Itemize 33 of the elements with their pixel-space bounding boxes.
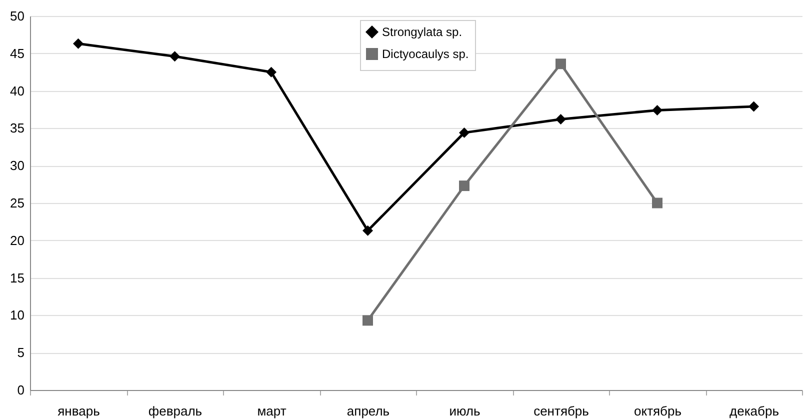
point — [73, 38, 84, 49]
point — [459, 127, 470, 138]
x-tick-label: март — [257, 404, 286, 418]
point — [556, 114, 566, 124]
x-tick-label: апрель — [346, 404, 390, 418]
y-tick-label: 40 — [10, 83, 24, 98]
y-tick-label: 25 — [10, 196, 24, 210]
point — [459, 180, 470, 192]
y-tick-label: 50 — [10, 8, 24, 24]
y-tick-label: 10 — [10, 308, 24, 323]
x-tick-label: октябрь — [634, 404, 682, 418]
y-tick-label: 20 — [10, 232, 24, 248]
point — [170, 51, 180, 62]
point — [556, 58, 566, 70]
legend-label: Dictyocaulys sp. — [382, 47, 469, 61]
point — [362, 225, 373, 236]
point — [652, 198, 662, 208]
y-tick-label: 45 — [10, 46, 24, 61]
x-tick-label: январь — [58, 404, 100, 418]
y-tick-label: 30 — [10, 158, 24, 174]
y-tick-label: 5 — [17, 345, 24, 360]
y-tick-label: 0 — [17, 382, 24, 398]
x-tick-label: июль — [449, 404, 481, 418]
x-tick-label: февраль — [148, 404, 202, 418]
point — [266, 66, 276, 78]
y-tick-label: 35 — [10, 120, 24, 136]
legend-label: Strongylata sp. — [382, 25, 462, 39]
point — [652, 105, 662, 116]
point — [362, 315, 373, 326]
x-tick-label: декабрь — [730, 404, 780, 418]
point — [748, 101, 759, 112]
y-tick-label: 15 — [10, 270, 24, 286]
x-tick-label: сентябрь — [534, 404, 590, 418]
